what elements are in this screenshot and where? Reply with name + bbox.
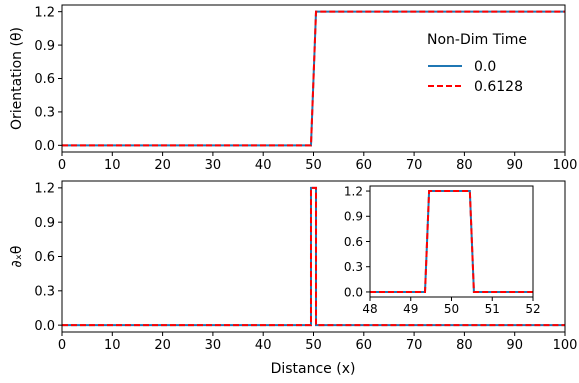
inset-x-tick-label: 51 [485, 302, 500, 316]
inset-background [370, 186, 533, 297]
bottom-x-tick-label: 30 [205, 338, 222, 353]
top-y-tick-label: 0.9 [34, 39, 55, 54]
bottom-x-tick-label: 0 [58, 338, 66, 353]
bottom-x-tick-label: 70 [406, 338, 423, 353]
bottom-y-tick-label: 0.0 [34, 319, 55, 334]
inset-y-tick-label: 0.9 [344, 210, 363, 224]
top-x-tick-label: 90 [506, 158, 523, 173]
bottom-y-axis-label: ∂ₓθ [9, 245, 25, 267]
bottom-y-tick-label: 0.3 [34, 284, 55, 299]
x-axis-label: Distance (x) [271, 361, 356, 377]
top-x-tick-label: 60 [356, 158, 373, 173]
legend-label-1: 0.6128 [474, 79, 523, 95]
inset-y-tick-label: 1.2 [344, 184, 363, 198]
top-series-t1-line [62, 10, 565, 147]
bottom-y-tick-label: 0.6 [34, 250, 55, 265]
bottom-y-tick-label: 1.2 [34, 182, 55, 197]
top-y-tick-label: 1.2 [34, 5, 55, 20]
top-x-tick-label: 10 [104, 158, 121, 173]
legend-label-0: 0.0 [474, 59, 496, 75]
inset-x-tick-label: 50 [444, 302, 459, 316]
top-y-axis-label: Orientation (θ) [9, 27, 25, 130]
bottom-panel: 0 10 20 30 40 50 60 70 80 90 100 0.0 0.3 0.6 0.9 1.2 ∂ₓθ [9, 180, 578, 353]
top-x-tick-label: 30 [205, 158, 222, 173]
inset-x-tick-label: 48 [362, 302, 377, 316]
inset-y-tick-label: 0.3 [344, 260, 363, 274]
bottom-x-tick-label: 90 [506, 338, 523, 353]
top-panel: 0 10 20 30 40 50 60 70 80 90 100 0.0 0.3 0.6 0.9 1.2 Ori… [9, 4, 578, 173]
bottom-x-tick-label: 50 [305, 338, 322, 353]
bottom-x-tick-label: 40 [255, 338, 272, 353]
top-x-tick-label: 80 [456, 158, 473, 173]
bottom-x-tick-label: 100 [553, 338, 578, 353]
top-x-tick-label: 0 [58, 158, 66, 173]
top-y-tick-label: 0.3 [34, 106, 55, 121]
inset-panel: 48 49 50 51 52 0.0 0.3 0.6 0.9 1.2 [344, 184, 541, 316]
inset-y-tick-label: 0.6 [344, 235, 363, 249]
bottom-series-t1-line [62, 186, 565, 327]
top-x-tick-label: 40 [255, 158, 272, 173]
top-x-tick-label: 50 [305, 158, 322, 173]
top-y-tick-label: 0.0 [34, 139, 55, 154]
top-x-tick-label: 100 [553, 158, 578, 173]
inset-y-tick-label: 0.0 [344, 285, 363, 299]
top-y-tick-label: 0.6 [34, 72, 55, 87]
legend: Non-Dim Time 0.0 0.6128 [427, 32, 527, 95]
top-x-tick-label: 20 [154, 158, 171, 173]
bottom-y-tick-label: 0.9 [34, 216, 55, 231]
inset-x-tick-label: 52 [525, 302, 540, 316]
legend-title: Non-Dim Time [427, 32, 527, 48]
top-x-tick-label: 70 [406, 158, 423, 173]
inset-x-tick-label: 49 [403, 302, 418, 316]
inset-series-t1-line [370, 190, 533, 293]
bottom-x-tick-label: 10 [104, 338, 121, 353]
bottom-x-tick-label: 80 [456, 338, 473, 353]
bottom-x-tick-label: 20 [154, 338, 171, 353]
bottom-x-tick-label: 60 [356, 338, 373, 353]
